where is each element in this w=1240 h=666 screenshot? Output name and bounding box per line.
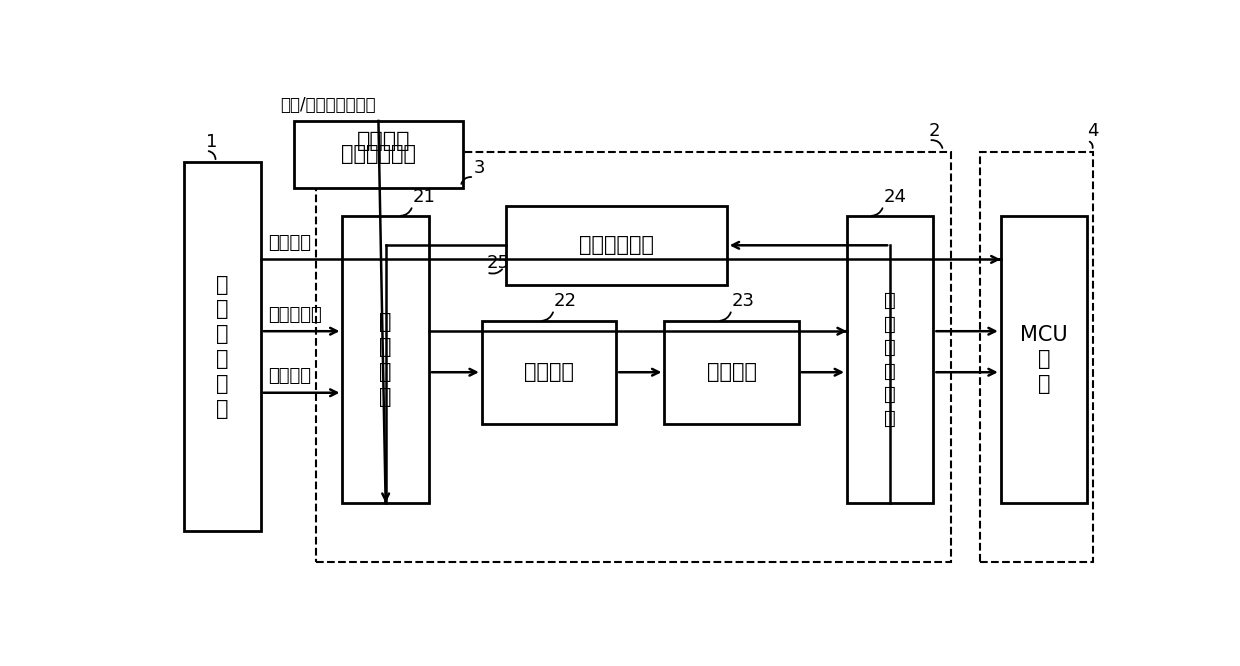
Bar <box>980 152 1092 562</box>
Text: 25: 25 <box>486 254 510 272</box>
Text: 信号发生模块: 信号发生模块 <box>341 145 415 165</box>
Text: 白检判断单元: 白检判断单元 <box>579 235 653 255</box>
Text: 放
大
单
元: 放 大 单 元 <box>379 312 392 407</box>
Text: 1: 1 <box>206 133 217 151</box>
Text: 地电波信号: 地电波信号 <box>268 306 322 324</box>
Bar <box>481 321 616 424</box>
Text: 23: 23 <box>732 292 755 310</box>
Text: MCU
模
块: MCU 模 块 <box>1021 324 1068 394</box>
Bar <box>184 162 260 531</box>
Text: 3: 3 <box>474 159 486 177</box>
Text: 24: 24 <box>883 188 906 206</box>
Bar <box>1001 216 1087 503</box>
Text: 检波单元: 检波单元 <box>707 362 756 382</box>
Text: 超声/地电波模拟信号: 超声/地电波模拟信号 <box>280 96 376 114</box>
Text: 温度信号: 温度信号 <box>268 234 311 252</box>
Bar <box>342 216 429 503</box>
Text: 模
数
转
换
单
元: 模 数 转 换 单 元 <box>884 291 897 428</box>
Text: 22: 22 <box>554 292 577 310</box>
Text: 调理模块: 调理模块 <box>357 131 410 151</box>
Text: 21: 21 <box>413 188 435 206</box>
Bar <box>847 216 934 503</box>
Bar <box>316 152 951 562</box>
Bar <box>294 121 463 188</box>
Text: 超声信号: 超声信号 <box>268 368 311 386</box>
Text: 4: 4 <box>1087 123 1099 141</box>
Bar <box>506 206 727 285</box>
Text: 滤波单元: 滤波单元 <box>525 362 574 382</box>
Text: 信
号
采
集
模
块: 信 号 采 集 模 块 <box>216 274 228 419</box>
Text: 2: 2 <box>929 123 940 141</box>
Bar <box>665 321 799 424</box>
